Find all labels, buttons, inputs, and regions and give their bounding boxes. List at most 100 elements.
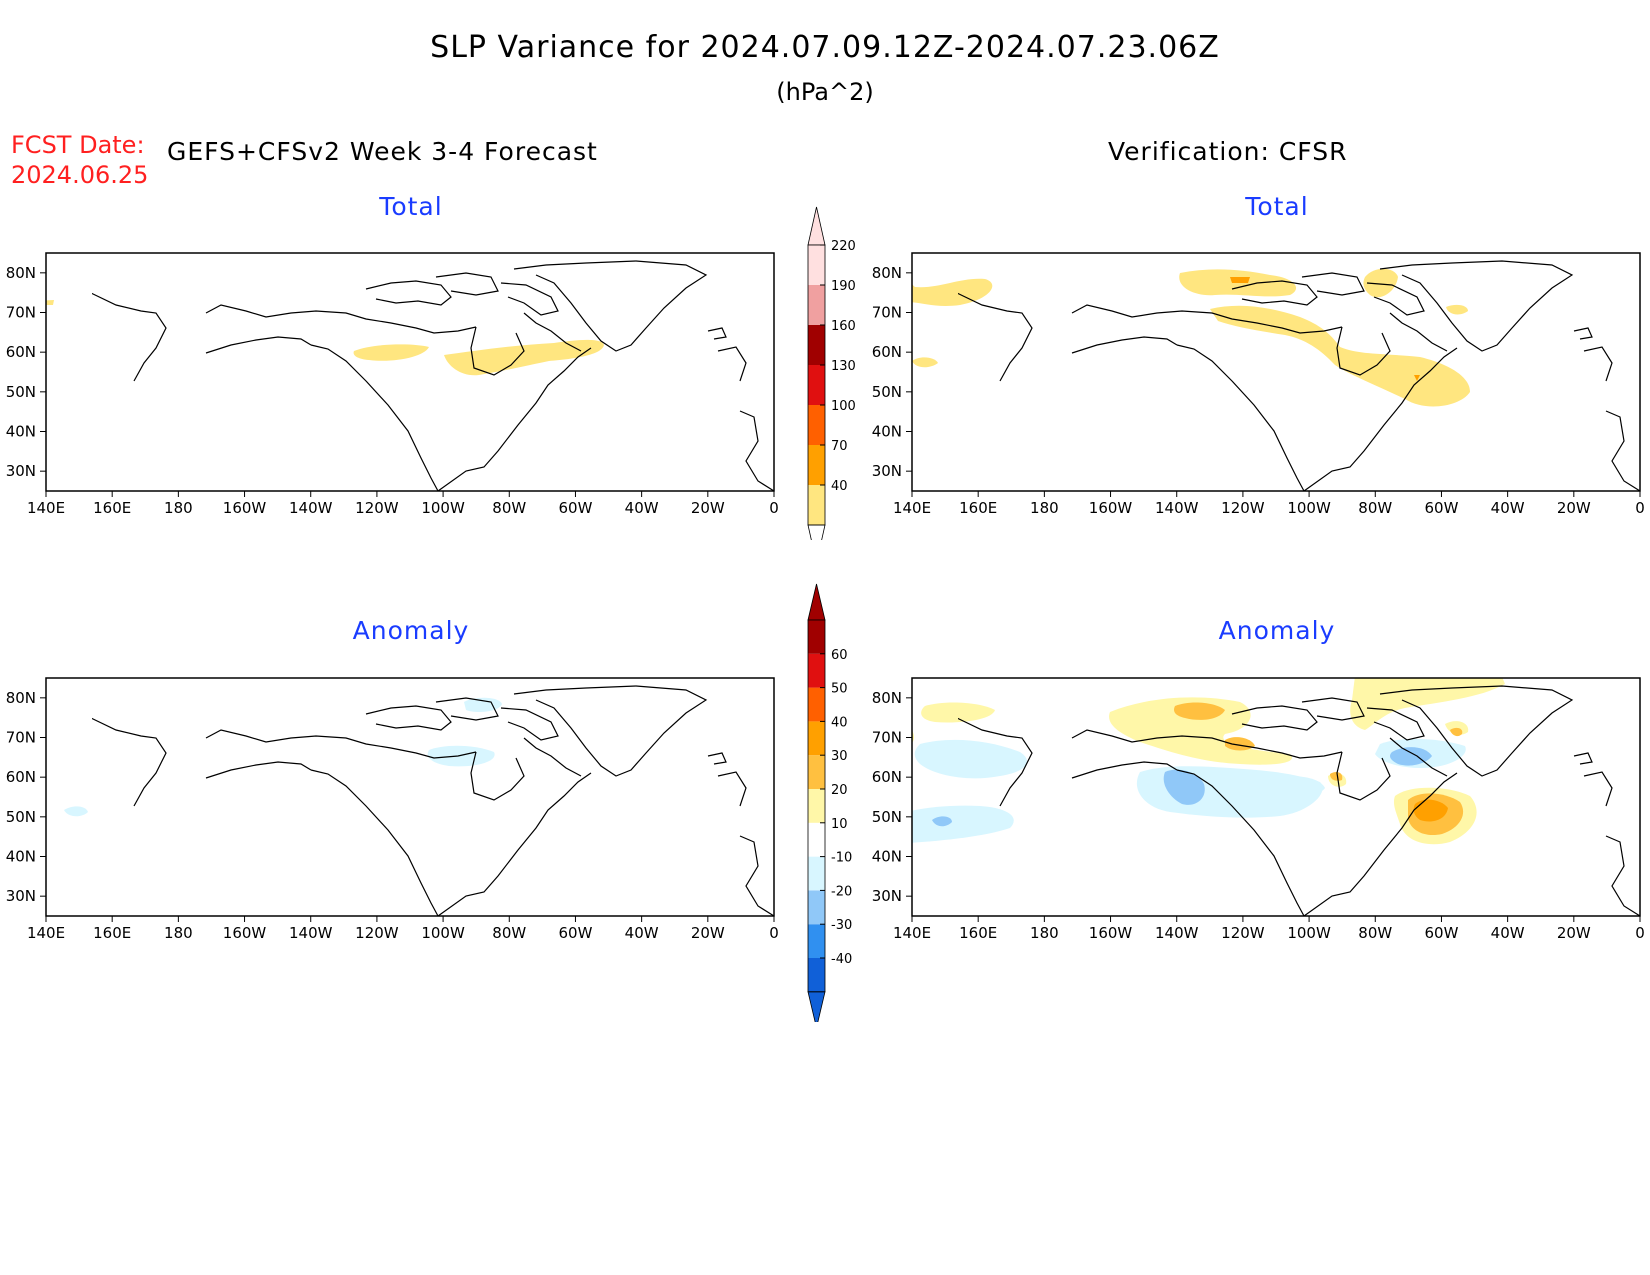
lon-tick-label: 80W bbox=[492, 499, 526, 517]
panel-title-forecast-total: Total bbox=[379, 192, 443, 221]
coastline bbox=[435, 272, 499, 296]
shading-layer bbox=[912, 678, 1505, 845]
colorbar-segment bbox=[808, 924, 825, 958]
lon-tick-label: 180 bbox=[164, 499, 193, 517]
coastline bbox=[46, 790, 60, 840]
coastline bbox=[717, 346, 747, 382]
coastline bbox=[513, 685, 708, 777]
map-content bbox=[92, 260, 775, 492]
lat-tick-label: 60N bbox=[6, 343, 36, 361]
shaded-region bbox=[1163, 769, 1205, 805]
colorbar-segment bbox=[808, 822, 825, 857]
coastline bbox=[1573, 327, 1593, 340]
coastline bbox=[500, 707, 559, 741]
shaded-region bbox=[1109, 697, 1292, 765]
colorbar-tick-label: 40 bbox=[831, 479, 848, 494]
lat-tick-label: 50N bbox=[6, 808, 36, 826]
lon-tick-label: 120W bbox=[1221, 499, 1265, 517]
lat-tick-label: 30N bbox=[872, 462, 902, 480]
lon-tick-label: 160E bbox=[93, 499, 131, 517]
map-content bbox=[912, 260, 1641, 492]
coastline bbox=[1303, 347, 1458, 492]
map-content bbox=[958, 685, 1641, 917]
shaded-region bbox=[914, 739, 1028, 779]
colorbar-segment bbox=[808, 890, 825, 925]
right-column-title: Verification: CFSR bbox=[1108, 137, 1348, 166]
lon-tick-label: 100W bbox=[421, 499, 465, 517]
colorbar-segment bbox=[808, 245, 825, 285]
shaded-region bbox=[1390, 747, 1432, 766]
coastline bbox=[365, 705, 452, 731]
shaded-region bbox=[444, 339, 604, 376]
colorbar-tick-label: 130 bbox=[831, 359, 856, 374]
colorbar-tick-label: 190 bbox=[831, 279, 856, 294]
coastline bbox=[1231, 280, 1318, 306]
lon-tick-label: 40W bbox=[1491, 924, 1525, 942]
map-verification-anomaly: 80N 70N 60N 50N 40N 30N 140E 160E 180 160W 140W 120… bbox=[872, 677, 1645, 942]
lon-tick-label: 120W bbox=[355, 924, 399, 942]
coastline bbox=[1366, 707, 1425, 741]
coastline bbox=[523, 312, 582, 352]
coastline bbox=[1379, 685, 1574, 777]
lon-tick-label: 140W bbox=[1155, 924, 1199, 942]
lat-tick-label: 70N bbox=[6, 304, 36, 322]
colorbar-segment bbox=[808, 856, 825, 891]
colorbar-bottom-arrow bbox=[807, 991, 826, 1022]
lon-tick-label: 60W bbox=[1424, 924, 1458, 942]
colorbar-segment bbox=[808, 405, 825, 445]
fcst-date-value: 2024.06.25 bbox=[11, 161, 149, 189]
coastline bbox=[1301, 272, 1365, 296]
lat-tick-label: 40N bbox=[6, 848, 36, 866]
shaded-region bbox=[912, 357, 938, 368]
shaded-region bbox=[427, 745, 495, 767]
lon-tick-label: 160E bbox=[959, 499, 997, 517]
coastline bbox=[365, 280, 452, 306]
colorbar-segment bbox=[808, 755, 825, 789]
shaded-region bbox=[912, 278, 993, 306]
colorbar-segment bbox=[808, 687, 825, 722]
lon-tick-label: 100W bbox=[421, 924, 465, 942]
colorbar-tick-label: 220 bbox=[831, 239, 856, 254]
coastline bbox=[437, 347, 592, 492]
colorbar-tick-label: -40 bbox=[831, 952, 852, 967]
coastline bbox=[470, 751, 525, 801]
lat-tick-label: 80N bbox=[872, 264, 902, 282]
lon-tick-label: 160W bbox=[1089, 499, 1133, 517]
coastline bbox=[1389, 737, 1448, 777]
coastline bbox=[1605, 835, 1641, 917]
lon-tick-label: 180 bbox=[164, 924, 193, 942]
lon-tick-label: 60W bbox=[558, 924, 592, 942]
colorbar-tick-label: 30 bbox=[831, 749, 848, 764]
coastline bbox=[437, 772, 592, 917]
coastline bbox=[707, 752, 727, 765]
map-forecast-anomaly: 80N 70N 60N 50N 40N 30N 140E 160E 180 160W 140W 120… bbox=[6, 677, 779, 942]
shaded-region bbox=[921, 702, 995, 723]
coastline bbox=[92, 292, 167, 382]
colorbar-segment bbox=[808, 653, 825, 688]
lon-tick-label: 160W bbox=[1089, 924, 1133, 942]
colorbar-total: 40 70 100 130 160 190 220 bbox=[807, 206, 856, 540]
units-subtitle: (hPa^2) bbox=[776, 78, 874, 106]
lat-tick-label: 40N bbox=[872, 423, 902, 441]
shaded-region bbox=[1277, 776, 1325, 795]
fcst-date-label: FCST Date: bbox=[11, 131, 145, 159]
coastline bbox=[1336, 326, 1391, 376]
lat-tick-label: 50N bbox=[6, 383, 36, 401]
coastline bbox=[205, 761, 312, 779]
colorbar-segment bbox=[808, 721, 825, 756]
colorbar-segment bbox=[808, 365, 825, 405]
colorbar-bottom-arrow bbox=[807, 524, 826, 540]
shading-layer bbox=[64, 697, 502, 817]
coastline bbox=[1303, 772, 1458, 917]
fcst-date: FCST Date: 2024.06.25 bbox=[11, 130, 148, 190]
lon-tick-label: 60W bbox=[558, 499, 592, 517]
lon-tick-label: 140E bbox=[893, 924, 931, 942]
map-verification-total: 80N 70N 60N 50N 40N 30N 140E 160E 180 160W 140W 120… bbox=[872, 252, 1645, 517]
coastline bbox=[1176, 769, 1305, 917]
coastline bbox=[958, 717, 1033, 807]
coastline bbox=[912, 365, 926, 415]
shaded-region bbox=[1413, 799, 1448, 822]
lat-tick-label: 30N bbox=[6, 462, 36, 480]
shaded-region bbox=[1330, 772, 1343, 781]
colorbar-segment bbox=[808, 325, 825, 365]
